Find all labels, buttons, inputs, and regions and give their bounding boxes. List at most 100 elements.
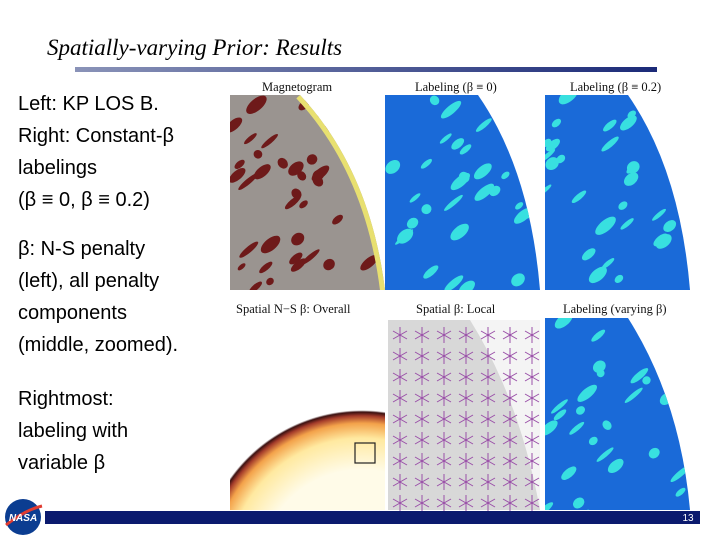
bullet-line: components: [18, 302, 127, 324]
region-blob: [648, 447, 660, 459]
beta-glyph: [480, 456, 496, 466]
region-blob: [290, 258, 306, 272]
beta-glyph: [436, 435, 452, 445]
region-blob: [596, 447, 614, 462]
beta-glyph: [458, 414, 474, 424]
bullet-line: (left), all penalty: [18, 270, 159, 292]
region-blob: [515, 202, 524, 210]
sun-image: [230, 355, 385, 510]
region-blob: [458, 280, 475, 290]
logo-swoosh: [5, 504, 43, 527]
title-rule: [75, 67, 657, 72]
beta-glyph: [414, 330, 430, 340]
beta-glyph: [480, 372, 496, 382]
beta-glyph: [414, 351, 430, 361]
beta-glyph: [414, 477, 430, 487]
beta-glyph: [392, 477, 408, 487]
limb-region: [470, 320, 540, 510]
beta-glyph: [392, 414, 408, 424]
slide-title: Spatially-varying Prior: Results: [47, 35, 342, 60]
labeling-image: [545, 95, 690, 290]
beta-glyph: [414, 372, 430, 382]
region-blob: [581, 248, 596, 261]
region-blob: [553, 409, 567, 421]
bullet-line: Right: Constant-β: [18, 125, 174, 147]
region-blob: [620, 115, 637, 131]
beta-glyph: [414, 456, 430, 466]
region-blob: [572, 497, 585, 509]
beta-glyph: [524, 456, 540, 466]
bullet-line: labelings: [18, 157, 97, 179]
region-blob: [385, 159, 401, 174]
region-blob: [284, 195, 301, 210]
region-blob: [421, 204, 432, 215]
region-blob: [260, 235, 281, 254]
region-blob: [607, 458, 624, 474]
beta-glyph: [436, 477, 452, 487]
region-blob: [253, 149, 263, 159]
region-blob: [558, 95, 579, 105]
region-blob: [501, 171, 510, 180]
region-blob: [602, 420, 612, 430]
region-blob: [551, 399, 568, 414]
region-blob: [511, 273, 525, 287]
beta-glyph: [414, 414, 430, 424]
region-blob: [551, 118, 562, 128]
beta-glyph: [524, 393, 540, 403]
region-blob: [675, 487, 686, 497]
panel-label: Spatial N−S β: Overall: [236, 302, 351, 316]
beta-glyph: [436, 393, 452, 403]
beta-glyph: [458, 330, 474, 340]
beta-glyph: [480, 393, 496, 403]
beta-glyph: [414, 435, 430, 445]
region-blob: [623, 172, 639, 186]
region-blob: [299, 200, 308, 209]
region-blob: [620, 218, 634, 230]
region-blob: [545, 157, 559, 171]
beta-glyph: [502, 393, 518, 403]
beta-glyph: [392, 456, 408, 466]
beta-glyph: [436, 372, 452, 382]
region-blob: [277, 157, 288, 169]
footer-bar: [45, 511, 700, 524]
region-blob: [451, 138, 465, 150]
region-blob: [591, 329, 606, 342]
beta-glyph: [502, 351, 518, 361]
region-blob: [237, 263, 246, 271]
region-blob: [312, 175, 324, 187]
beta-glyph: [502, 414, 518, 424]
panel-label: Labeling (β ≡ 0): [415, 80, 497, 94]
beta-glyph: [458, 498, 474, 508]
region-blob: [306, 154, 318, 165]
region-blob: [489, 185, 501, 197]
beta-glyph: [392, 498, 408, 508]
region-blob: [575, 406, 585, 415]
region-blob: [545, 138, 560, 152]
bullet-line: β: N-S penalty: [18, 238, 145, 260]
page-number: 13: [682, 513, 694, 524]
beta-glyph: [436, 351, 452, 361]
region-blob: [397, 228, 414, 244]
beta-glyph: [480, 477, 496, 487]
region-blob: [244, 133, 257, 145]
beta-glyph: [436, 414, 452, 424]
beta-glyph: [436, 456, 452, 466]
region-blob: [545, 184, 552, 196]
region-blob: [618, 201, 628, 210]
region-blob: [663, 220, 677, 233]
beta-glyph: [502, 372, 518, 382]
region-blob: [561, 466, 577, 480]
panel-label: Spatial β: Local: [416, 302, 496, 316]
region-blob: [423, 265, 439, 279]
beta-glyph: [524, 372, 540, 382]
region-blob: [545, 502, 554, 510]
beta-glyph: [524, 477, 540, 487]
bullet-line: (β ≡ 0, β ≡ 0.2): [18, 189, 150, 211]
beta-glyph: [458, 351, 474, 361]
beta-glyph: [414, 498, 430, 508]
region-blob: [588, 266, 607, 284]
beta-glyph: [480, 330, 496, 340]
bullet-list: Left: KP LOS B. Right: Constant-β labeling…: [18, 93, 178, 474]
region-blob: [332, 214, 343, 225]
beta-glyph: [524, 414, 540, 424]
